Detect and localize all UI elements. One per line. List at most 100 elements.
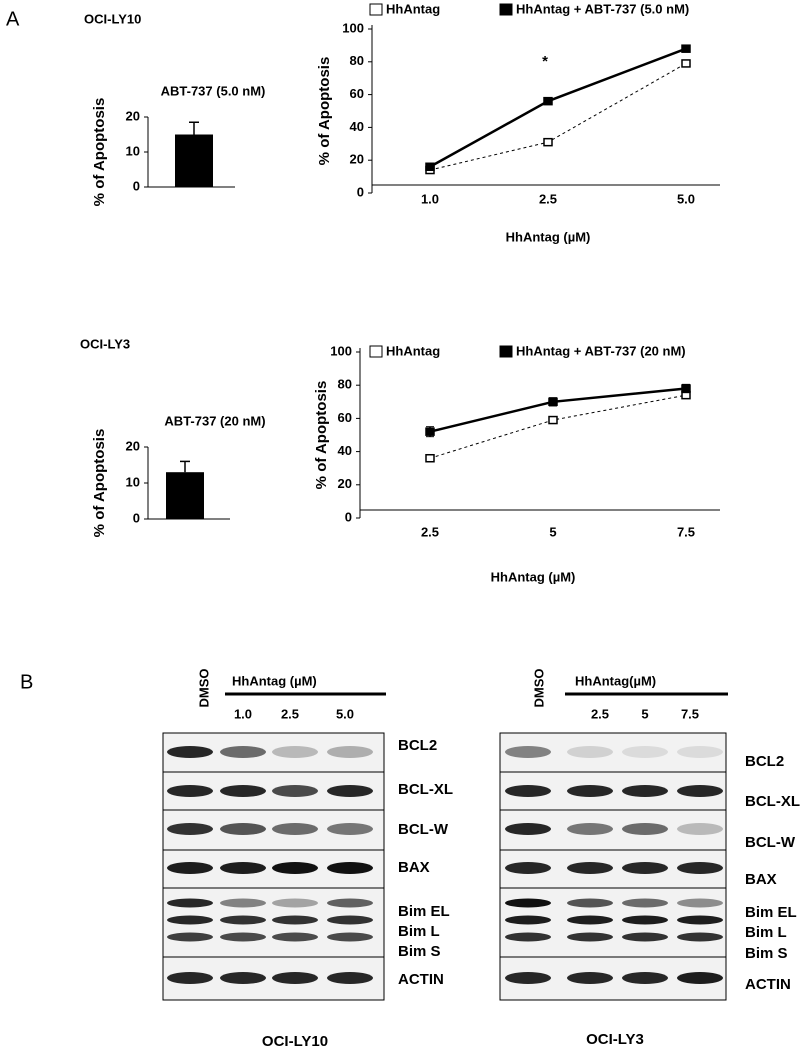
- blot-band: [567, 898, 613, 908]
- blot-band: [220, 862, 266, 874]
- x-tick-label: 1.0: [421, 191, 439, 206]
- data-point: [425, 453, 435, 463]
- blot-band: [567, 972, 613, 984]
- x-tick-label: 7.5: [677, 524, 695, 539]
- blot-band: [272, 785, 318, 797]
- band-label: BCL-XL: [745, 793, 800, 810]
- y-tick-label: 0: [357, 184, 364, 199]
- annotation: *: [542, 53, 548, 70]
- dose-label: 2.5: [591, 706, 609, 721]
- blot-band: [167, 972, 213, 984]
- y-axis-label: % of Apoptosis: [91, 98, 108, 207]
- dose-label: 7.5: [681, 706, 699, 721]
- y-tick-label: 100: [342, 20, 364, 35]
- panel-label: A: [6, 8, 20, 30]
- band-label: ACTIN: [398, 971, 444, 988]
- band-label: BCL2: [398, 737, 437, 754]
- dose-label: 1.0: [234, 706, 252, 721]
- blot-band: [220, 932, 266, 942]
- y-tick-label: 20: [126, 108, 140, 123]
- blot-band: [220, 785, 266, 797]
- dose-label: 5.0: [336, 706, 354, 721]
- data-point: [681, 44, 691, 53]
- band-label: BCL-XL: [398, 781, 453, 798]
- blot-band: [167, 862, 213, 874]
- y-tick-label: 100: [330, 343, 352, 358]
- blot-band: [220, 898, 266, 908]
- blot-band: [505, 972, 551, 984]
- blot-band: [567, 862, 613, 874]
- dose-label: 2.5: [281, 706, 299, 721]
- dose-label: 5: [641, 706, 648, 721]
- blot-band: [327, 972, 373, 984]
- blot-band: [567, 746, 613, 758]
- y-tick-label: 80: [350, 53, 364, 68]
- blot-band: [567, 785, 613, 797]
- blot-band: [167, 932, 213, 942]
- data-point: [425, 162, 435, 172]
- band-label: Bim S: [745, 945, 788, 962]
- legend-marker: [369, 345, 383, 358]
- data-point: [543, 96, 553, 106]
- blot-band: [220, 972, 266, 984]
- legend-label: HhAntag: [386, 343, 440, 358]
- series-line: [429, 387, 687, 433]
- legend-label: HhAntag + ABT-737 (5.0 nM): [516, 1, 689, 16]
- band-label: Bim L: [398, 923, 440, 940]
- blot-band: [327, 862, 373, 874]
- blot-band: [622, 862, 668, 874]
- blot-band: [622, 972, 668, 984]
- data-point: [425, 427, 435, 436]
- control-label: DMSO: [196, 669, 211, 708]
- legend-marker: [499, 345, 513, 358]
- blot-band: [220, 823, 266, 835]
- blot-band: [505, 915, 551, 925]
- blot-band: [327, 915, 373, 925]
- y-tick-label: 20: [338, 476, 352, 491]
- band-label: BAX: [745, 871, 777, 888]
- blot-band: [272, 862, 318, 874]
- band-label: Bim L: [745, 924, 787, 941]
- bar: [166, 472, 204, 519]
- data-point: [543, 137, 553, 147]
- blot-band: [272, 898, 318, 908]
- blot-band: [622, 898, 668, 908]
- y-tick-label: 10: [126, 474, 140, 489]
- treatment-label: HhAntag (µM): [232, 673, 317, 688]
- y-tick-label: 40: [338, 443, 352, 458]
- blot-band: [327, 785, 373, 797]
- band-label: BCL2: [745, 753, 784, 770]
- y-axis-label: % of Apoptosis: [91, 429, 108, 538]
- blot-band: [622, 823, 668, 835]
- blot-band: [677, 746, 723, 758]
- data-point: [548, 415, 558, 425]
- blot-band: [327, 932, 373, 942]
- y-tick-label: 0: [133, 178, 140, 193]
- series-line: [429, 47, 687, 168]
- blot-band: [622, 746, 668, 758]
- treatment-label: HhAntag(µM): [575, 673, 656, 688]
- y-tick-label: 20: [126, 438, 140, 453]
- blot-band: [505, 785, 551, 797]
- band-label: BAX: [398, 859, 430, 876]
- x-tick-label: 2.5: [539, 191, 557, 206]
- x-axis-label: HhAntag (µM): [506, 229, 591, 244]
- y-tick-label: 0: [133, 510, 140, 525]
- y-axis-label: % of Apoptosis: [313, 381, 330, 490]
- legend-marker: [369, 3, 383, 16]
- blot-band: [167, 915, 213, 925]
- data-point: [681, 384, 691, 393]
- series-line: [429, 63, 687, 171]
- blot-band: [272, 972, 318, 984]
- legend-label: HhAntag: [386, 1, 440, 16]
- data-point: [681, 59, 691, 68]
- blot-band: [272, 932, 318, 942]
- blot-band: [327, 746, 373, 758]
- blot-band: [677, 932, 723, 942]
- y-tick-label: 40: [350, 119, 364, 134]
- chart-title: ABT-737 (20 nM): [164, 413, 265, 428]
- blot-band: [622, 785, 668, 797]
- cell-line-label: OCI-LY10: [84, 11, 141, 26]
- blot-band: [677, 972, 723, 984]
